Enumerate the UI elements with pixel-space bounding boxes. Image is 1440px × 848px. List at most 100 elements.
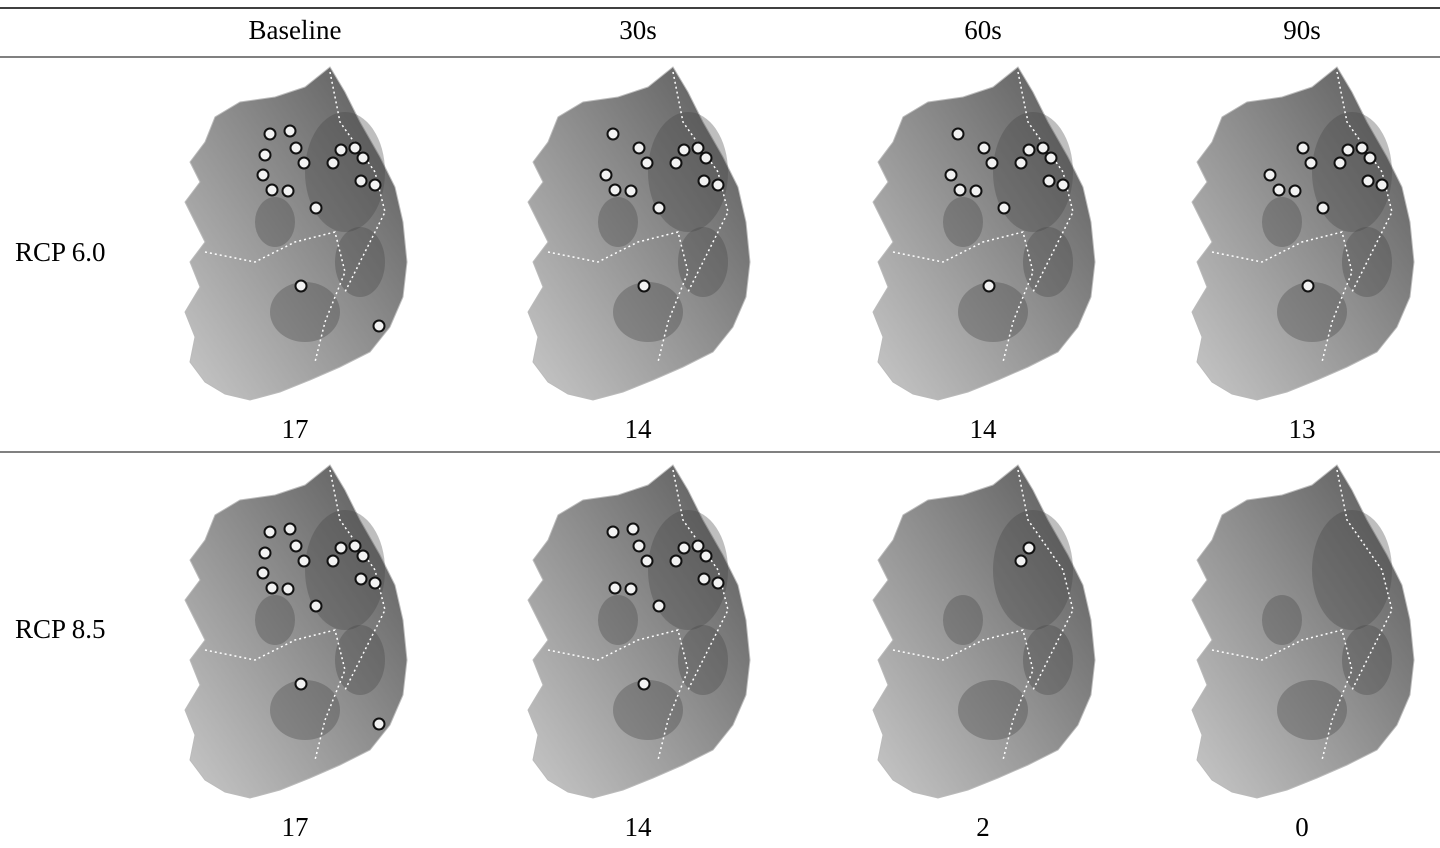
site-dot	[971, 186, 982, 197]
site-dot	[350, 143, 361, 154]
column-header: 90s	[1283, 15, 1321, 45]
map-relief	[943, 197, 983, 247]
map-relief	[1342, 625, 1392, 695]
site-dot	[258, 170, 269, 181]
site-dot	[1274, 185, 1285, 196]
map-relief	[255, 197, 295, 247]
site-dot	[267, 185, 278, 196]
site-dot	[299, 158, 310, 169]
site-dot	[336, 543, 347, 554]
site-dot	[311, 203, 322, 214]
site-dot	[999, 203, 1010, 214]
site-dot	[642, 158, 653, 169]
site-dot	[946, 170, 957, 181]
site-dot	[953, 129, 964, 140]
map-relief	[1262, 595, 1302, 645]
site-dot	[1016, 158, 1027, 169]
map-relief	[1262, 197, 1302, 247]
count: 14	[625, 414, 653, 444]
site-dot	[374, 719, 385, 730]
site-dot	[1044, 176, 1055, 187]
site-dot	[1046, 153, 1057, 164]
map	[1192, 465, 1414, 798]
site-dot	[984, 281, 995, 292]
map-relief	[678, 625, 728, 695]
site-dot	[1024, 543, 1035, 554]
site-dot	[693, 541, 704, 552]
site-dot	[358, 551, 369, 562]
figure-table: Baseline30s60s90sRCP 6.017141413RCP 8.51…	[0, 0, 1440, 848]
site-dot	[296, 281, 307, 292]
map-relief	[1023, 227, 1073, 297]
site-dot	[283, 584, 294, 595]
site-dot	[979, 143, 990, 154]
site-dot	[639, 679, 650, 690]
site-dot	[1318, 203, 1329, 214]
site-dot	[1298, 143, 1309, 154]
site-dot	[285, 126, 296, 137]
site-dot	[608, 527, 619, 538]
site-dot	[693, 143, 704, 154]
site-dot	[311, 601, 322, 612]
site-dot	[634, 541, 645, 552]
map	[528, 67, 750, 400]
count: 14	[970, 414, 998, 444]
row-label: RCP 6.0	[15, 237, 106, 267]
map-relief	[943, 595, 983, 645]
site-dot	[1306, 158, 1317, 169]
count: 17	[282, 414, 309, 444]
site-dot	[1303, 281, 1314, 292]
site-dot	[1265, 170, 1276, 181]
map	[873, 465, 1095, 798]
map	[873, 67, 1095, 400]
site-dot	[356, 176, 367, 187]
site-dot	[955, 185, 966, 196]
site-dot	[299, 556, 310, 567]
site-dot	[1290, 186, 1301, 197]
site-dot	[610, 185, 621, 196]
site-dot	[328, 556, 339, 567]
site-dot	[713, 180, 724, 191]
site-dot	[654, 601, 665, 612]
site-dot	[1038, 143, 1049, 154]
map-relief	[1342, 227, 1392, 297]
site-dot	[1357, 143, 1368, 154]
site-dot	[291, 541, 302, 552]
map-relief	[335, 625, 385, 695]
site-dot	[258, 568, 269, 579]
site-dot	[610, 583, 621, 594]
site-dot	[639, 281, 650, 292]
site-dot	[679, 145, 690, 156]
site-dot	[356, 574, 367, 585]
site-dot	[713, 578, 724, 589]
site-dot	[1377, 180, 1388, 191]
map	[185, 465, 407, 798]
map-relief	[598, 595, 638, 645]
site-dot	[601, 170, 612, 181]
site-dot	[671, 556, 682, 567]
site-dot	[699, 574, 710, 585]
count: 14	[625, 812, 653, 842]
site-dot	[260, 150, 271, 161]
site-dot	[1058, 180, 1069, 191]
count: 17	[282, 812, 309, 842]
site-dot	[328, 158, 339, 169]
map-relief	[678, 227, 728, 297]
site-dot	[699, 176, 710, 187]
site-dot	[283, 186, 294, 197]
map	[185, 67, 407, 400]
column-header: 60s	[964, 15, 1002, 45]
count: 2	[976, 812, 990, 842]
site-dot	[701, 153, 712, 164]
column-header: 30s	[619, 15, 657, 45]
site-dot	[671, 158, 682, 169]
site-dot	[1343, 145, 1354, 156]
map	[1192, 67, 1414, 400]
site-dot	[1363, 176, 1374, 187]
site-dot	[987, 158, 998, 169]
site-dot	[628, 524, 639, 535]
map-relief	[335, 227, 385, 297]
site-dot	[374, 321, 385, 332]
map	[528, 465, 750, 798]
count: 0	[1295, 812, 1309, 842]
